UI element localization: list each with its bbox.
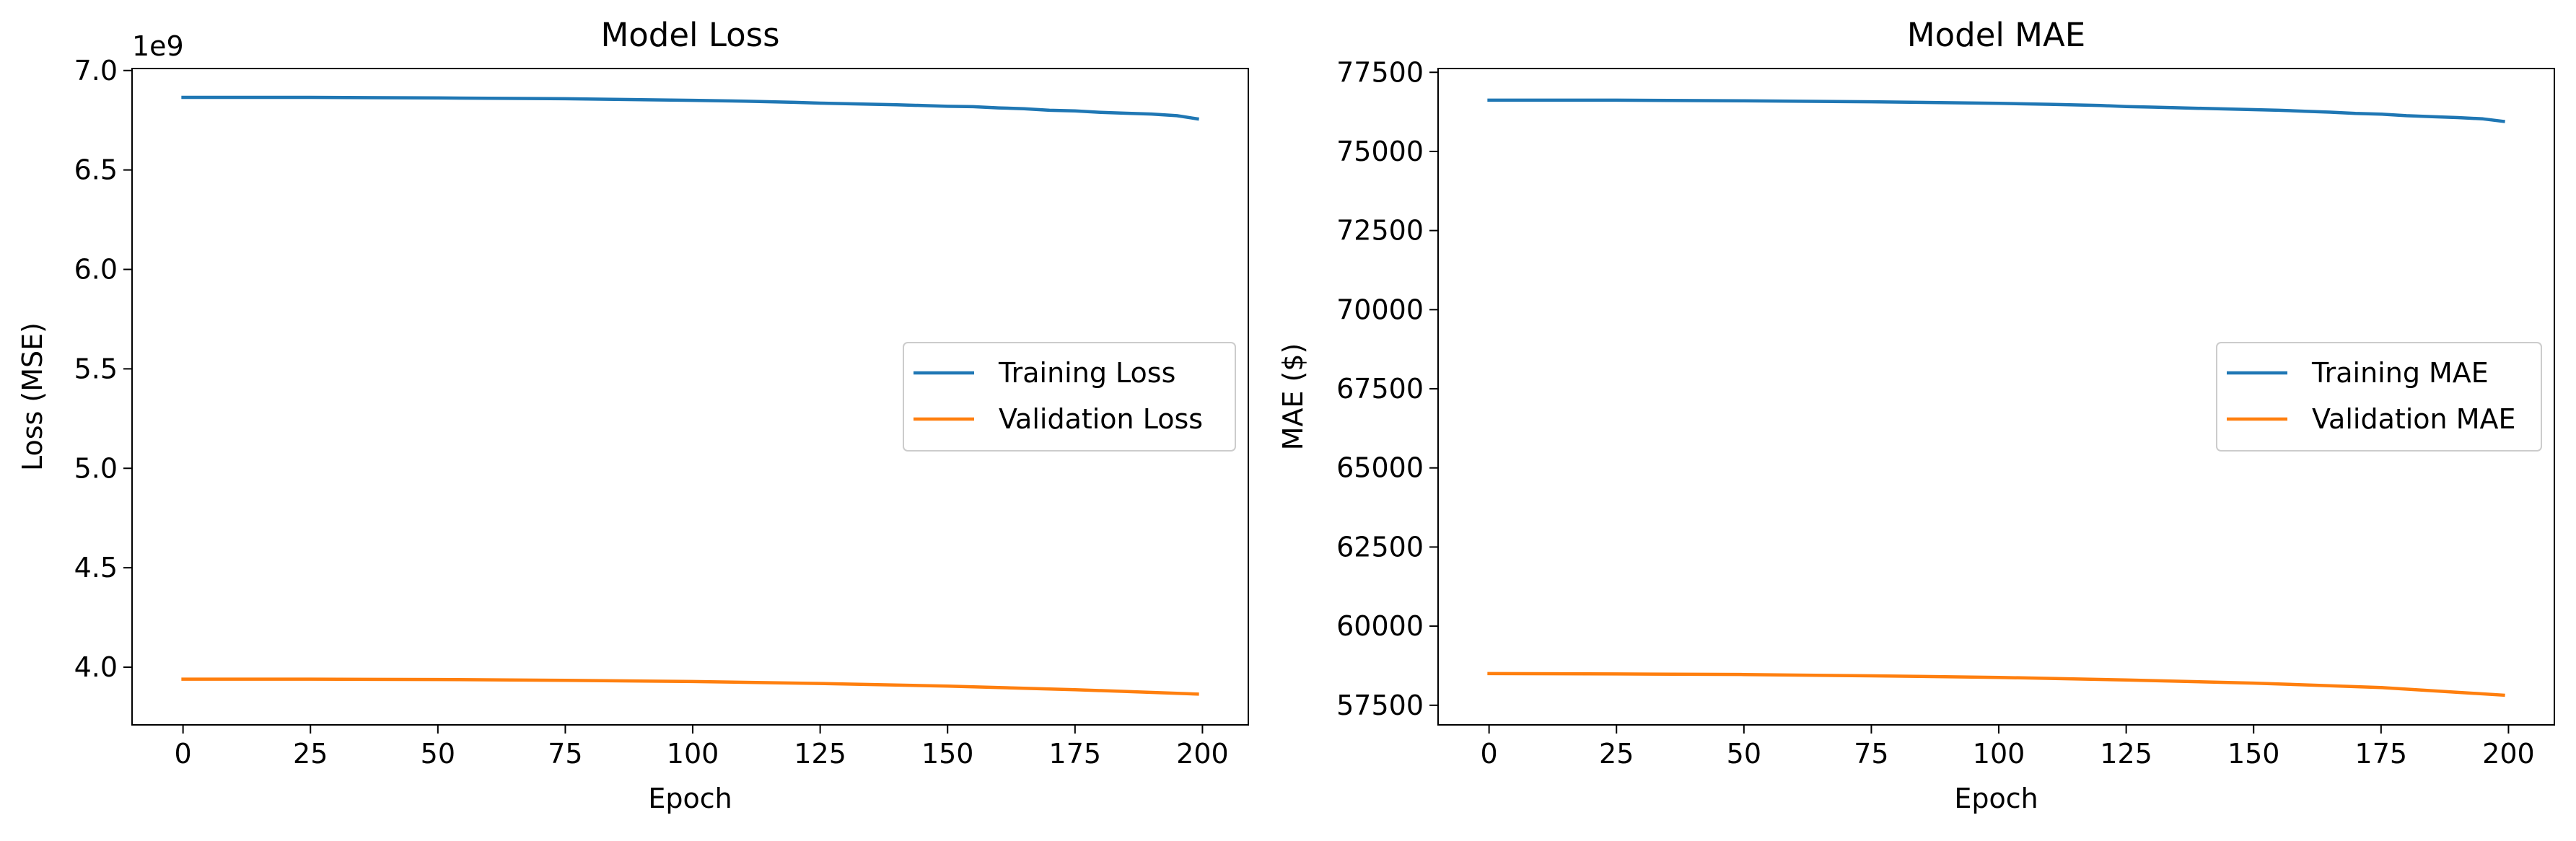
mae-x-axis-label: Epoch [1954,783,2038,814]
training-loss-legend-label: Training Loss [998,357,1175,389]
x-tick-label: 125 [794,738,846,770]
y-tick-label: 6.5 [74,154,118,186]
x-tick-label: 100 [1973,738,2025,770]
loss-chart-title: Model Loss [600,16,779,54]
x-tick-label: 150 [2227,738,2280,770]
y-tick-label: 5.5 [74,353,118,384]
y-tick-label: 6.0 [74,254,118,286]
loss-legend-box [903,342,1236,452]
y-tick-label: 4.0 [74,651,118,683]
mae-chart-title: Model MAE [1907,16,2085,54]
y-tick-label: 65000 [1336,452,1424,484]
training-loss-line [181,95,1199,121]
x-tick-label: 150 [921,738,974,770]
validation-mae-legend-label: Validation MAE [2312,403,2516,435]
y-tick-label: 75000 [1336,136,1424,167]
x-tick-label: 75 [1854,738,1888,770]
x-tick-label: 175 [2355,738,2408,770]
x-tick-label: 50 [421,738,455,770]
y-tick-label: 62500 [1336,531,1424,563]
loss-y-axis-label: Loss (MSE) [17,322,48,471]
y-tick-label: 4.5 [74,552,118,584]
x-tick-label: 0 [175,738,192,770]
y-tick-label: 7.0 [74,55,118,87]
training-mae-legend-label: Training MAE [2311,357,2489,389]
y-tick-label: 77500 [1336,56,1424,88]
mae-chart-panel: 0 25 50 75 100 125 150 175 200 57500 60000 62500 650… [1277,16,2555,814]
x-tick-label: 125 [2100,738,2152,770]
mae-legend-box [2216,342,2542,452]
x-tick-label: 200 [2482,738,2535,770]
y-tick-label: 70000 [1336,294,1424,325]
y-tick-label: 57500 [1336,690,1424,721]
x-tick-label: 0 [1481,738,1498,770]
x-tick-label: 25 [293,738,328,770]
x-tick-label: 100 [667,738,719,770]
validation-loss-legend-label: Validation Loss [999,403,1203,435]
training-mae-line [1487,98,2505,123]
validation-loss-line [181,677,1199,696]
loss-x-axis-label: Epoch [648,783,732,814]
y-tick-label: 72500 [1336,215,1424,247]
mae-y-axis-label: MAE ($) [1277,343,1309,451]
x-tick-label: 200 [1176,738,1229,770]
loss-chart-panel: 0 25 50 75 100 125 150 175 200 4.0 4.5 5.0 5.5 6.0 6.5… [17,16,1249,814]
y-tick-label: 67500 [1336,373,1424,405]
y-tick-label: 5.0 [74,452,118,484]
loss-y-offset-text: 1e9 [132,30,184,62]
mae-axes-frame [1437,68,2555,726]
validation-mae-line [1487,672,2505,697]
y-tick-label: 60000 [1336,610,1424,642]
x-tick-label: 25 [1599,738,1634,770]
loss-axes-frame [131,68,1249,726]
x-tick-label: 75 [548,738,582,770]
x-tick-label: 175 [1049,738,1102,770]
x-tick-label: 50 [1727,738,1761,770]
